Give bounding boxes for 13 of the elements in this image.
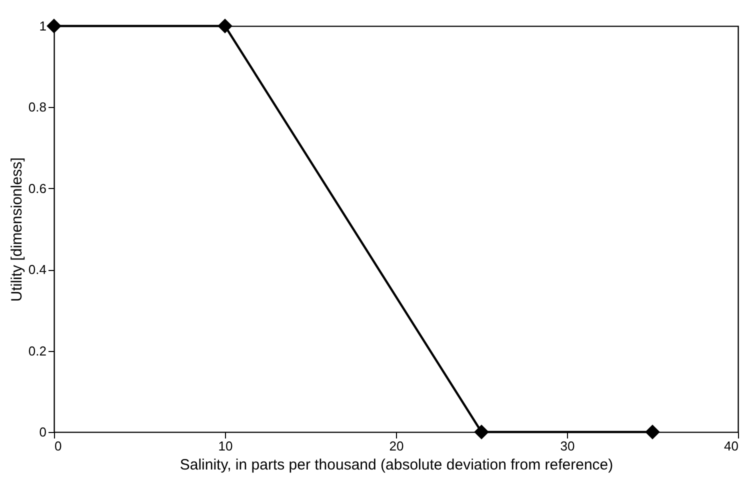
x-tick-label: 30 xyxy=(560,438,575,454)
y-tick-label: 0 xyxy=(39,424,46,440)
y-tick-label: 0.4 xyxy=(28,262,46,278)
y-tick-label: 0.2 xyxy=(28,343,46,358)
x-tick-label: 10 xyxy=(218,438,233,454)
x-tick-label: 20 xyxy=(389,438,404,454)
y-tick-label: 0.8 xyxy=(28,100,46,115)
x-tick-label: 40 xyxy=(724,438,738,454)
x-tick-label: 0 xyxy=(54,438,62,454)
x-axis-title: Salinity, in parts per thousand (absolute deviation from reference) xyxy=(180,456,614,474)
y-tick-label: 1 xyxy=(39,18,46,34)
y-axis-title: Utility [dimensionless] xyxy=(8,157,26,302)
y-tick-label: 0.6 xyxy=(28,180,46,196)
